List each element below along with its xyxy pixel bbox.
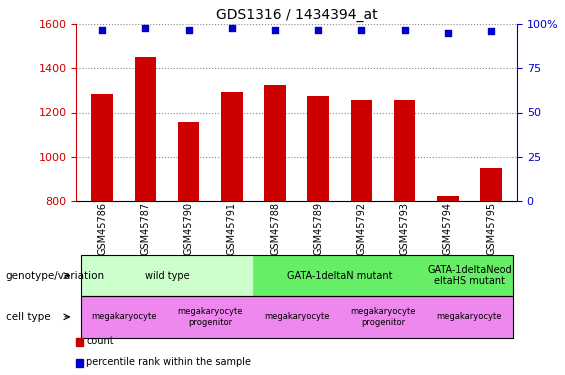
Point	[444, 30, 453, 36]
Bar	[437, 196, 459, 201]
Bar	[351, 100, 372, 201]
Text: count: count	[86, 336, 114, 346]
Bar	[178, 122, 199, 201]
Text: GATA-1deltaNeod
eltaHS mutant: GATA-1deltaNeod eltaHS mutant	[427, 265, 512, 286]
Text: genotype/variation: genotype/variation	[6, 271, 105, 280]
Point	[486, 28, 496, 34]
Text: GATA-1deltaN mutant: GATA-1deltaN mutant	[287, 271, 393, 280]
Point	[357, 27, 366, 33]
Text: megakaryocyte: megakaryocyte	[91, 312, 157, 321]
Bar	[264, 85, 286, 201]
Point	[141, 25, 150, 31]
Bar	[221, 92, 242, 201]
Bar	[134, 57, 156, 201]
Bar	[480, 168, 502, 201]
Point	[314, 27, 323, 33]
Text: megakaryocyte
progenitor: megakaryocyte progenitor	[350, 307, 416, 327]
Text: cell type: cell type	[6, 312, 50, 322]
Bar	[307, 96, 329, 201]
Text: megakaryocyte
progenitor: megakaryocyte progenitor	[177, 307, 243, 327]
Title: GDS1316 / 1434394_at: GDS1316 / 1434394_at	[216, 8, 377, 22]
Text: megakaryocyte: megakaryocyte	[437, 312, 502, 321]
Point	[271, 27, 280, 33]
Point	[98, 27, 107, 33]
Point	[184, 27, 193, 33]
Text: megakaryocyte: megakaryocyte	[264, 312, 329, 321]
Bar	[394, 100, 415, 201]
Point	[400, 27, 409, 33]
Bar	[92, 94, 113, 201]
Point	[227, 25, 236, 31]
Text: percentile rank within the sample: percentile rank within the sample	[86, 357, 251, 367]
Text: wild type: wild type	[145, 271, 189, 280]
